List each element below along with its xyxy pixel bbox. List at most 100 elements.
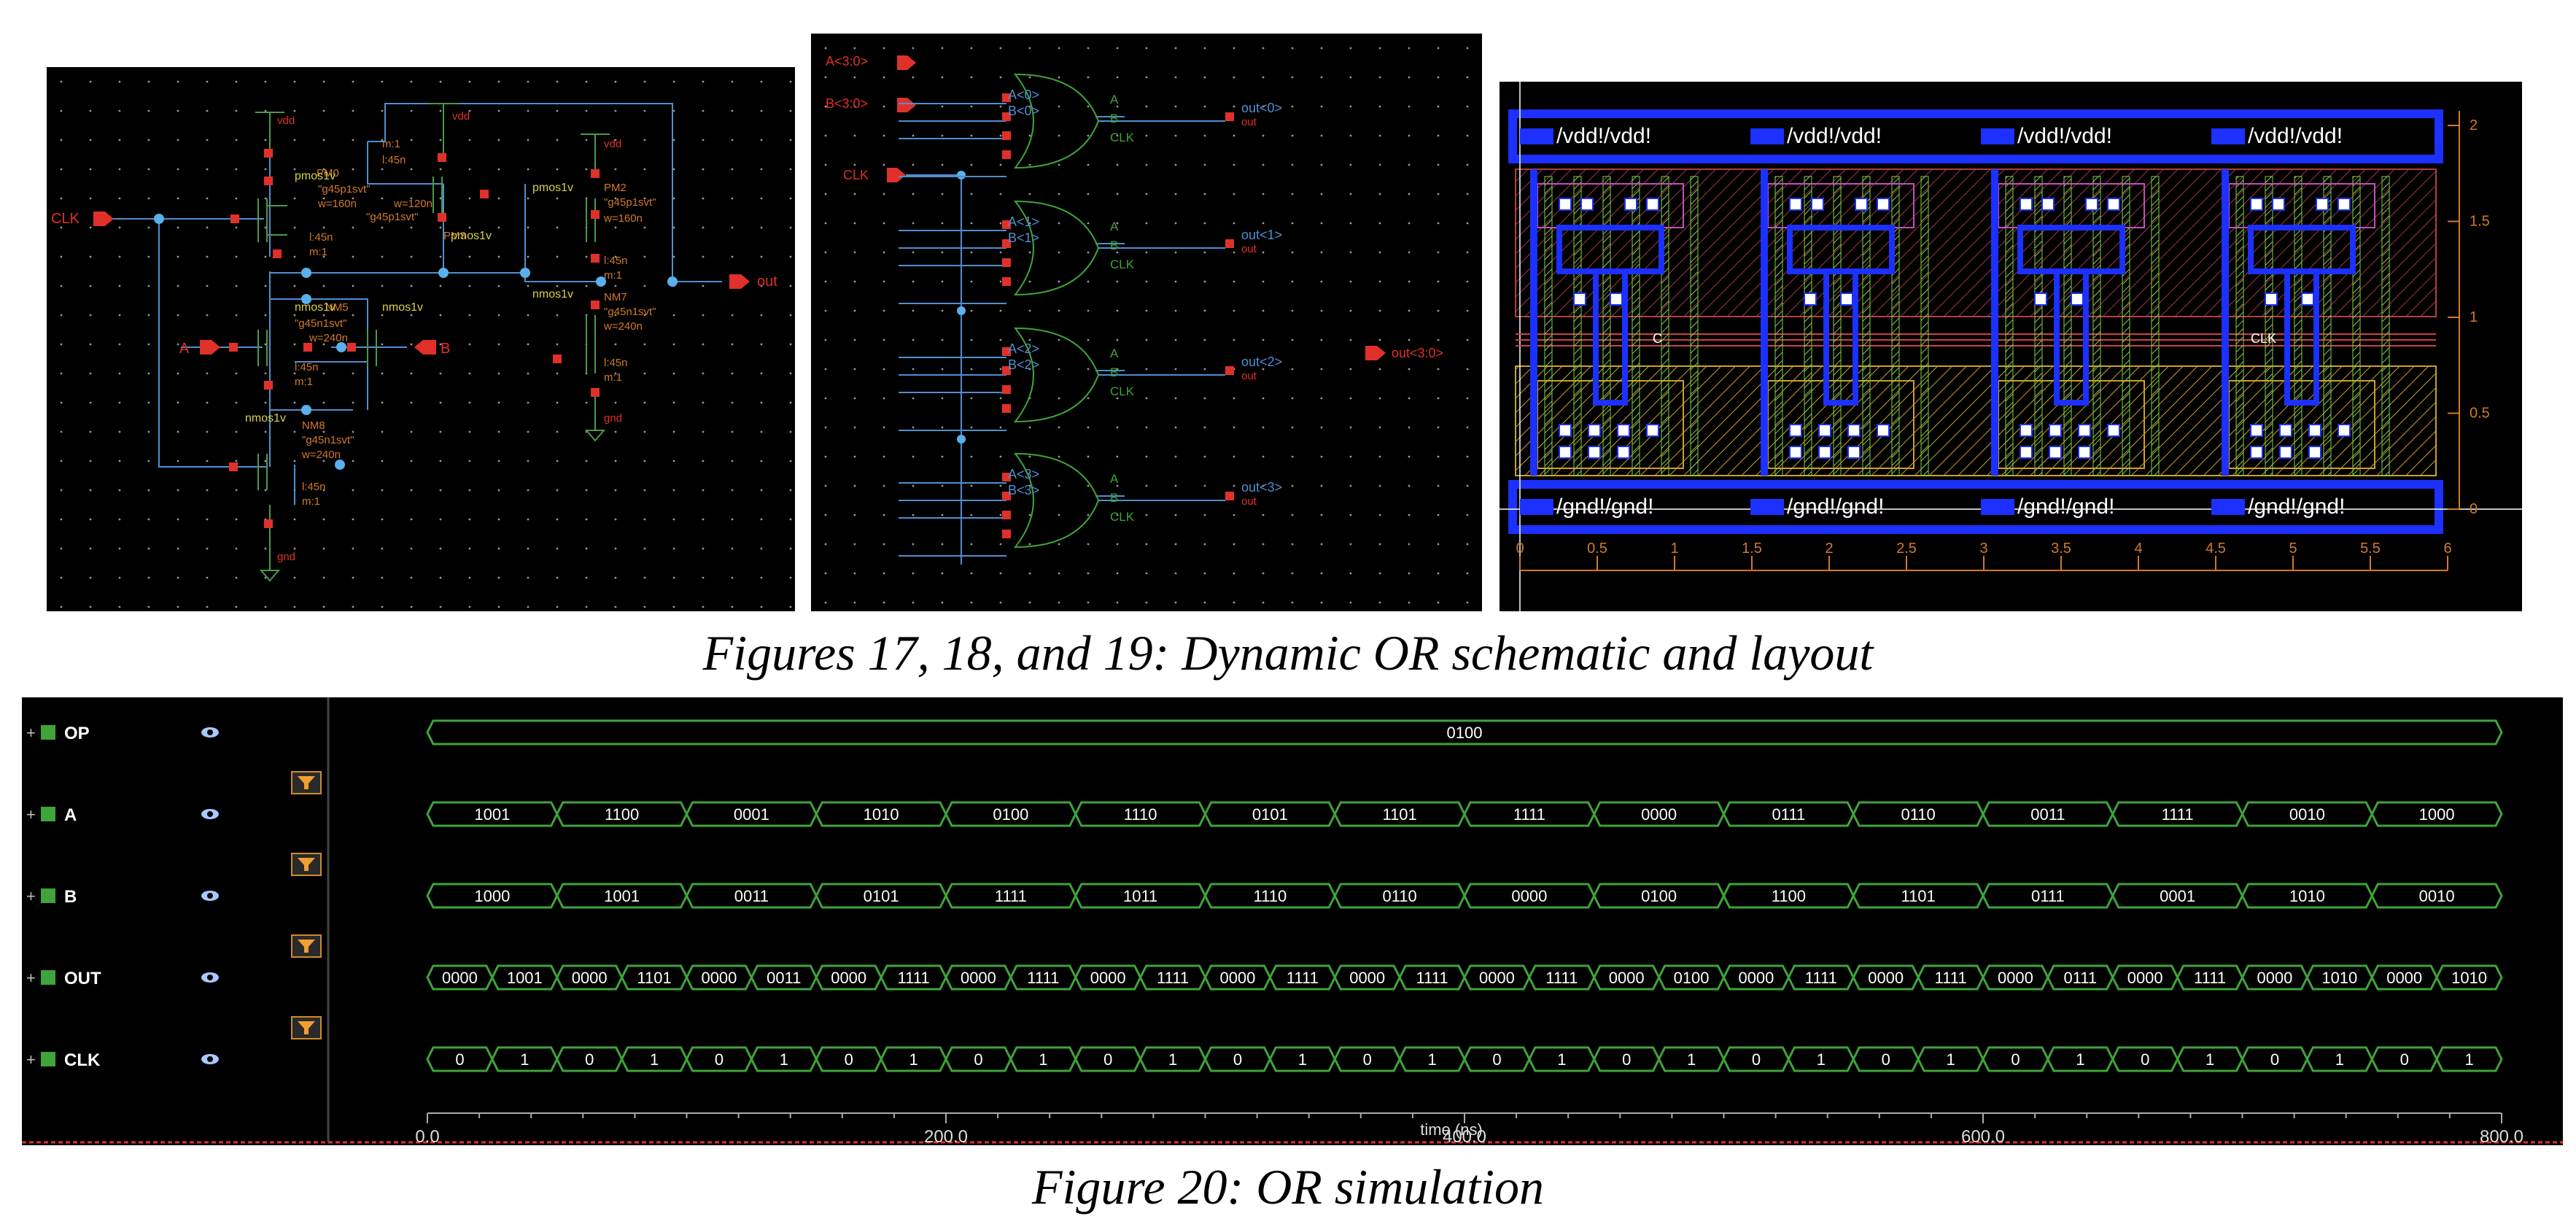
signal-row-a[interactable]: + A 1001 1100 0001 1010 0100 1110 0101 1101 1111 00… — [26, 771, 2503, 827]
fig20-svg: + OP 0100+ A 1001 1100 0001 1010 0100 1110 0101 110… — [22, 697, 2563, 1145]
wave-value: 1111 — [1513, 805, 1545, 824]
nm7-model: "g45n1svt" — [604, 306, 656, 318]
filter-icon[interactable] — [291, 1016, 322, 1039]
wave-value: 1010 — [864, 805, 899, 824]
expand-icon[interactable]: + — [26, 969, 36, 987]
layout-cells — [1530, 169, 2390, 476]
expand-icon[interactable]: + — [26, 724, 36, 742]
wave-value: 1 — [1298, 1050, 1307, 1069]
pm2-l: l:45n — [604, 255, 628, 267]
svg-text:/gnd!/gnd!: /gnd!/gnd! — [2248, 495, 2345, 519]
pm0-model: "g45p1svt" — [318, 183, 371, 195]
signal-row-op[interactable]: + OP 0100 — [26, 719, 2503, 746]
gate-out-pin: out — [1241, 370, 1257, 382]
layout-cell-3 — [2222, 169, 2390, 476]
gate-pin-clk: CLK — [1110, 384, 1135, 398]
wave-value: 0011 — [767, 969, 801, 987]
wave-value: 0 — [2270, 1050, 2279, 1069]
gate-pin-a: A — [1110, 220, 1119, 233]
svg-text:/gnd!/gnd!: /gnd!/gnd! — [2017, 495, 2114, 519]
gate-pin-b: B — [1110, 112, 1118, 125]
y-tick-label: 0.5 — [2470, 406, 2490, 422]
eye-icon[interactable] — [201, 1054, 219, 1064]
or-gate-body — [1013, 73, 1100, 169]
signal-color-swatch — [41, 1052, 55, 1066]
nmos-label-1: nmos1v — [295, 301, 335, 314]
wave-value: 1111 — [1027, 969, 1059, 987]
wave-value: 1100 — [605, 805, 639, 824]
filter-icon[interactable] — [291, 771, 322, 794]
svg-text:/gnd!/gnd!: /gnd!/gnd! — [1556, 495, 1653, 519]
fig19-layout: /vdd!/vdd! /gnd!/gnd! /vdd!/vdd! /gnd!/gnd!… — [1500, 82, 2522, 611]
or-gate-body — [1013, 200, 1100, 296]
gate-b-bit-label: B<2> — [1008, 357, 1039, 372]
expand-icon[interactable]: + — [26, 1050, 36, 1069]
wave-value: 1011 — [1123, 887, 1157, 905]
wave-value: 1000 — [474, 887, 510, 905]
fig18-svg: A<3:0> B<3:0> CLK out<3:0> A<0>B<0>ABCLK… — [811, 34, 1482, 611]
y-tick-label: 2 — [2470, 117, 2478, 133]
gate-pin-clk: CLK — [1110, 510, 1135, 524]
wave-value: 1111 — [2162, 805, 2194, 824]
wave-value: 0010 — [2289, 805, 2325, 824]
wave-value: 0100 — [1447, 724, 1483, 742]
gate-b-bit-label: B<0> — [1008, 104, 1039, 118]
signal-row-b[interactable]: + B 1000 1001 0011 0101 1111 1011 1110 0110 0000 01… — [26, 853, 2503, 909]
signal-name: CLK — [64, 1050, 101, 1070]
eye-icon[interactable] — [201, 727, 219, 737]
wave-value: 0010 — [2419, 887, 2455, 905]
gate-out-pin: out — [1241, 116, 1257, 128]
wave-value: 1111 — [1416, 969, 1448, 987]
wave-value: 0000 — [1738, 969, 1774, 987]
gate-pin-a: A — [1110, 346, 1119, 360]
signal-name: OUT — [64, 969, 101, 988]
out-bus-port-icon — [1365, 346, 1386, 360]
nm8-w: w=240n — [301, 449, 341, 461]
gnd-rail-label-2: /gnd!/gnd! — [1981, 495, 2114, 519]
time-axis-label: time (ns) — [1420, 1120, 1483, 1139]
signal-row-clk[interactable]: + CLK 0 1 0 1 0 1 0 1 0 1 0 1 0 1 0 1 0 1 0 1 0 1 0 1 0 1 0 1 0 1 0 1 — [26, 1016, 2503, 1072]
or-gate-body — [1013, 452, 1100, 549]
wave-value: 1110 — [1124, 805, 1157, 824]
wave-value: 0000 — [1349, 969, 1385, 987]
wave-value: 0000 — [961, 969, 996, 987]
wave-value: 0011 — [734, 887, 769, 905]
wave-value: 0 — [974, 1050, 982, 1069]
pm0-m: m:1 — [309, 246, 327, 258]
wave-value: 0110 — [1382, 887, 1416, 905]
x-tick-label: 2.5 — [1896, 541, 1917, 557]
eye-icon[interactable] — [201, 891, 219, 901]
y-axis-ticks: 0 0.5 1 1.5 2 — [2448, 117, 2490, 517]
wave-value: 1 — [2205, 1050, 2214, 1069]
wave-value: 1101 — [1382, 805, 1416, 824]
signal-row-out[interactable]: + OUT 0000 1001 0000 1101 0000 0011 0000 1111 0000… — [26, 934, 2503, 991]
eye-icon[interactable] — [201, 809, 219, 819]
vdd-rail-label-2: /vdd!/vdd! — [1981, 124, 2112, 148]
x-tick-label: 4.5 — [2205, 541, 2226, 557]
wave-value: 1111 — [995, 887, 1027, 905]
eye-icon[interactable] — [201, 972, 219, 983]
pm0-model-2: "g45p1svt" — [366, 211, 419, 223]
wave-value: 1 — [1557, 1050, 1566, 1069]
wave-value: 0000 — [1511, 887, 1547, 905]
gate-out-bit-label: out<0> — [1241, 101, 1282, 115]
or-gate-1: A<1> B<1> AB CLK out<1>out — [899, 200, 1282, 304]
gate-a-bit-label: A<0> — [1008, 88, 1039, 102]
expand-icon[interactable]: + — [26, 805, 36, 824]
wave-value: 1 — [780, 1050, 788, 1069]
pmos-label-2: pmos1v — [451, 230, 492, 242]
filter-icon[interactable] — [291, 934, 322, 958]
wave-value: 1110 — [1254, 887, 1287, 905]
filter-icon[interactable] — [291, 853, 322, 876]
time-tick-label: 600.0 — [1961, 1127, 2005, 1145]
wave-value: 0 — [2011, 1050, 2020, 1069]
wave-value: 0111 — [2063, 969, 2097, 987]
x-tick-label: 0 — [1516, 541, 1524, 557]
wave-value: 1 — [1687, 1050, 1696, 1069]
c-label: C — [1653, 331, 1662, 346]
wave-value: 0001 — [734, 805, 769, 824]
expand-icon[interactable]: + — [26, 887, 36, 905]
nm5-name: NM5 — [325, 301, 349, 314]
gate-pin-b: B — [1110, 491, 1118, 505]
wave-value: 0000 — [2386, 969, 2422, 987]
